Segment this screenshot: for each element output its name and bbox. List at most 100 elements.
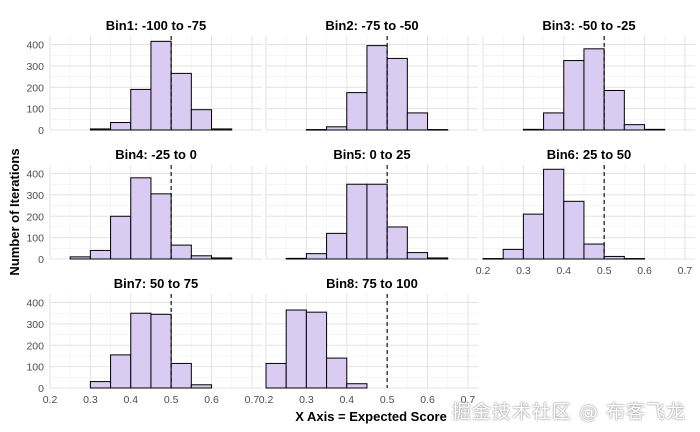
y-tick-label: 0 <box>38 254 44 266</box>
facet-panel: Bin3: -50 to -25 <box>482 18 695 131</box>
x-tick-label: 0.7 <box>678 265 693 277</box>
y-tick-label: 200 <box>26 82 44 94</box>
histogram-bar <box>110 215 132 260</box>
x-tick-label: 0.3 <box>516 265 531 277</box>
facet-panel: Bin8: 75 to 100 0.2 0.3 0.4 0.5 0.6 0.7 <box>259 276 478 406</box>
histogram-bar <box>406 112 429 131</box>
histogram-bar <box>406 252 429 260</box>
histogram-bar <box>583 243 605 260</box>
histogram-bar <box>190 255 213 260</box>
y-tick-label: 0 <box>38 125 44 137</box>
y-tick-label: 100 <box>26 362 44 374</box>
y-tick-label: 100 <box>26 233 44 245</box>
x-tick-label: 0.4 <box>123 394 138 406</box>
histogram-bar <box>89 381 112 389</box>
y-tick-label: 300 <box>26 190 44 202</box>
histogram-bar <box>326 126 348 131</box>
histogram-bar <box>543 168 565 260</box>
histogram-bar <box>326 232 348 260</box>
x-tick-label: 0.6 <box>204 394 219 406</box>
histogram-bar <box>623 258 646 260</box>
histogram-bar <box>190 384 213 389</box>
facet-panel: Bin5: 0 to 25 <box>265 147 478 260</box>
histogram-bar <box>130 88 152 131</box>
histogram-bar <box>110 122 132 131</box>
y-tick-label: 0 <box>38 383 44 395</box>
histogram-bar <box>386 57 408 131</box>
x-tick-label: 0.3 <box>83 394 98 406</box>
x-tick-label: 0.2 <box>259 394 274 406</box>
x-tick-label: 0.7 <box>245 394 260 406</box>
histogram-bar <box>89 128 112 131</box>
x-tick-label: 0.6 <box>420 394 435 406</box>
histogram-bar <box>623 124 646 131</box>
facet-panel: Bin2: -75 to -50 <box>265 18 478 131</box>
histogram-bar <box>130 312 152 389</box>
panel-title: Bin2: -75 to -50 <box>325 18 418 33</box>
x-tick-label: 0.4 <box>556 265 571 277</box>
histogram-bar <box>563 60 585 131</box>
histogram-bar <box>110 354 132 389</box>
y-tick-label: 300 <box>26 61 44 73</box>
histogram-bar <box>150 313 172 389</box>
histogram-bar <box>543 112 565 131</box>
histogram-bar <box>170 244 192 260</box>
histogram-bar <box>346 92 368 131</box>
x-tick-label: 0.5 <box>164 394 179 406</box>
histogram-bar <box>285 257 307 260</box>
histogram-bar <box>285 309 307 389</box>
y-tick-label: 200 <box>26 340 44 352</box>
x-tick-label: 0.2 <box>476 265 491 277</box>
histogram-bar <box>427 257 449 260</box>
histogram-bar <box>150 40 172 131</box>
x-tick-label: 0.4 <box>339 394 354 406</box>
facet-panel: Bin4: -25 to 0 0 100 200 300 400 <box>26 147 262 266</box>
histogram-bar <box>644 128 666 131</box>
histogram-bar <box>502 248 524 260</box>
panel-title: Bin7: 50 to 75 <box>114 276 199 291</box>
histogram-bar <box>305 311 328 389</box>
histogram-bar <box>211 257 233 260</box>
x-tick-label: 0.7 <box>461 394 476 406</box>
y-tick-label: 400 <box>26 169 44 181</box>
histogram-bar <box>190 109 213 131</box>
histogram-bar <box>170 72 192 131</box>
histogram-bar <box>386 226 408 260</box>
y-tick-label: 200 <box>26 211 44 223</box>
x-tick-label: 0.6 <box>637 265 652 277</box>
histogram-bar <box>89 249 112 260</box>
histogram-bar <box>130 177 152 260</box>
histogram-bar <box>305 253 328 260</box>
x-tick-label: 0.5 <box>597 265 612 277</box>
x-tick-label: 0.3 <box>299 394 314 406</box>
histogram-bar <box>265 362 287 389</box>
panel-title: Bin1: -100 to -75 <box>106 18 206 33</box>
histogram-bar <box>603 255 625 260</box>
y-axis-label: Number of Iterations <box>7 148 22 275</box>
histogram-bar <box>482 258 504 260</box>
x-axis-label: X Axis = Expected Score <box>295 409 447 424</box>
histogram-bar <box>211 128 233 131</box>
y-tick-label: 300 <box>26 319 44 331</box>
histogram-bar <box>603 89 625 131</box>
histogram-bar <box>563 200 585 260</box>
histogram-bar <box>69 256 91 260</box>
y-tick-label: 400 <box>26 40 44 52</box>
panel-title: Bin3: -50 to -25 <box>542 18 635 33</box>
y-tick-label: 400 <box>26 298 44 310</box>
panel-title: Bin4: -25 to 0 <box>115 147 197 162</box>
facet-panel: Bin1: -100 to -75 0 100 200 300 400 <box>26 18 262 137</box>
y-tick-label: 100 <box>26 104 44 116</box>
histogram-bar <box>170 362 192 389</box>
panel-title: Bin6: 25 to 50 <box>547 147 632 162</box>
histogram-bar <box>150 193 172 260</box>
x-tick-label: 0.5 <box>380 394 395 406</box>
facet-panel: Bin6: 25 to 50 0.2 0.3 0.4 0.5 0.6 0.7 <box>476 147 695 277</box>
histogram-bar <box>583 48 605 131</box>
panel-title: Bin8: 75 to 100 <box>326 276 418 291</box>
watermark: 掘金技术社区 @ 布客飞龙 <box>451 401 686 423</box>
histogram-bar <box>346 383 368 389</box>
panel-title: Bin5: 0 to 25 <box>333 147 410 162</box>
facet-panel: Bin7: 50 to 75 0 100 200 300 400 0.2 0.3 0.4 0.5 0… <box>26 276 262 406</box>
